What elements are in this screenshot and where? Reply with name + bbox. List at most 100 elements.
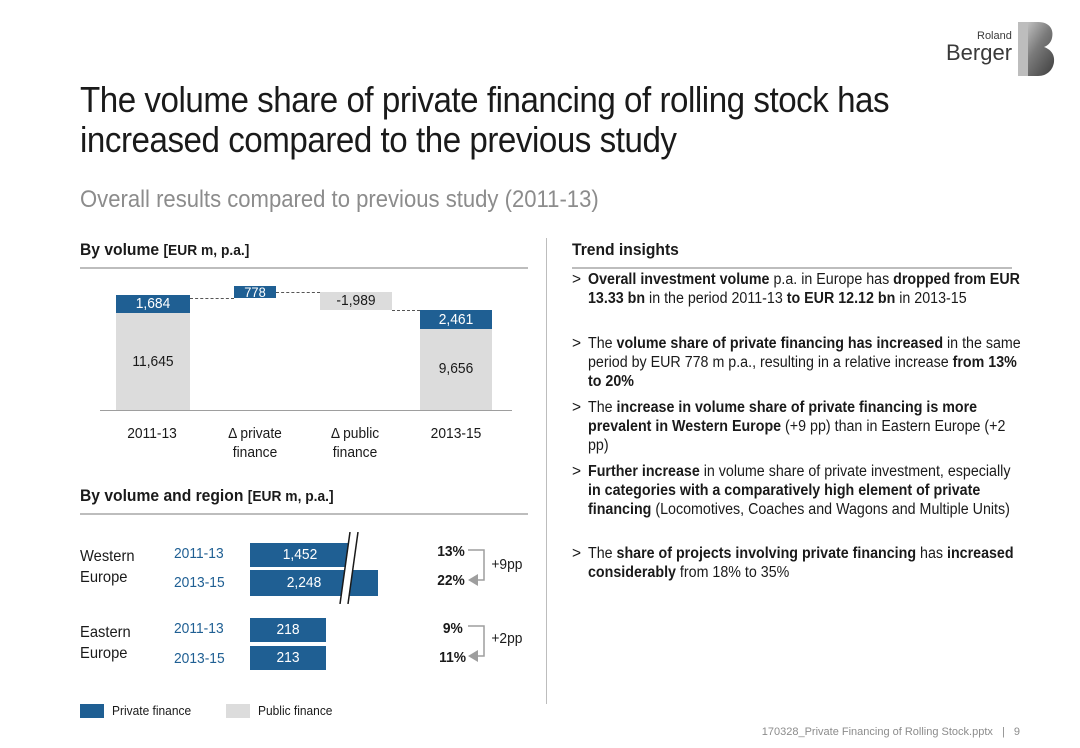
insights-rule bbox=[572, 267, 1012, 269]
insight-text-run: in volume share of private investment, e… bbox=[699, 463, 1011, 480]
insights-heading: Trend insights bbox=[572, 240, 679, 259]
label-delta-public: -1,989 bbox=[336, 292, 376, 309]
share-west-2015: 22% bbox=[437, 572, 465, 589]
insight-text: The increase in volume share of private … bbox=[588, 398, 1025, 455]
insight-text-run: increased considerably bbox=[588, 545, 1014, 581]
insight-text-run: in the same period by EUR 778 m p.a., re… bbox=[588, 335, 1021, 371]
tick-delta-private: Δ private finance bbox=[214, 424, 297, 462]
insight-text-run: The bbox=[588, 335, 617, 352]
insight-text: The share of projects involving private … bbox=[588, 544, 1025, 582]
volume-section-rule bbox=[80, 267, 528, 269]
insight-item: > Further increase in volume share of pri… bbox=[572, 462, 1012, 519]
share-west-2011: 13% bbox=[437, 543, 465, 560]
bullet-marker: > bbox=[572, 545, 582, 562]
tick-2011: 2011-13 bbox=[127, 425, 177, 442]
connector-2 bbox=[276, 292, 320, 293]
year-east-2015: 2013-15 bbox=[174, 650, 225, 667]
label-west-2011: 1,452 bbox=[282, 546, 318, 563]
tick-delta-private-l2: finance bbox=[232, 444, 278, 461]
insight-text-run: dropped from EUR 13.33 bn bbox=[588, 271, 1020, 307]
bar-2011-private bbox=[116, 295, 190, 313]
year-west-2015: 2013-15 bbox=[174, 574, 225, 591]
insight-text-run: in 2013-15 bbox=[895, 290, 967, 307]
insight-item: > The share of projects involving private… bbox=[572, 544, 1014, 582]
share-east-2015: 11% bbox=[439, 649, 467, 666]
volume-section-unit: [EUR m, p.a.] bbox=[163, 242, 250, 259]
insight-text-run: increase in volume share of private fina… bbox=[588, 399, 978, 435]
bullet-marker: > bbox=[572, 335, 582, 352]
region-section-heading: By volume and region [EUR m, p.a.] bbox=[80, 486, 334, 506]
insight-text-run: The bbox=[588, 399, 617, 416]
insight-text-run: Overall investment volume bbox=[588, 271, 770, 288]
volume-section-label: By volume bbox=[80, 240, 160, 259]
connector-3 bbox=[392, 310, 420, 311]
region-west-l1: Western bbox=[80, 548, 135, 565]
tick-delta-public-l1: Δ public bbox=[330, 425, 380, 442]
label-2011-public: 11,645 bbox=[132, 353, 174, 370]
region-east-l2: Europe bbox=[80, 645, 128, 662]
insight-item: > Overall investment volume p.a. in Europ… bbox=[572, 270, 1020, 308]
volume-section-heading: By volume [EUR m, p.a.] bbox=[80, 240, 249, 260]
bullet-marker: > bbox=[572, 399, 582, 416]
bar-delta-public bbox=[320, 292, 392, 310]
insight-text-run: (Locomotives, Coaches and Wagons and Mul… bbox=[651, 501, 1010, 518]
label-delta-private: 778 bbox=[244, 284, 266, 300]
insight-text-run: from 13% to 20% bbox=[588, 354, 1017, 390]
insight-text-run: share of projects involving private fina… bbox=[616, 545, 917, 562]
logo-line2: Berger bbox=[946, 40, 1013, 65]
page-title: The volume share of private financing of… bbox=[80, 79, 890, 160]
insight-text-run: in the period 2011-13 bbox=[645, 290, 787, 307]
connector-1 bbox=[190, 298, 234, 299]
insight-text-run: (+9 pp) than in Eastern Europe (+2 pp) bbox=[588, 418, 1006, 454]
change-east: +2pp bbox=[491, 630, 523, 647]
region-section-label: By volume and region bbox=[80, 486, 244, 505]
bar-delta-private bbox=[234, 286, 276, 298]
footer-page: 9 bbox=[1013, 726, 1020, 738]
page-subtitle: Overall results compared to previous stu… bbox=[80, 186, 599, 213]
bar-east-2015 bbox=[250, 646, 326, 670]
label-east-2011: 218 bbox=[276, 621, 300, 638]
label-east-2015: 213 bbox=[276, 649, 300, 666]
bar-east-2011 bbox=[250, 618, 326, 642]
insight-text-run: The bbox=[588, 545, 617, 562]
bracket-arrow-icon bbox=[468, 549, 485, 586]
region-section-rule bbox=[80, 513, 528, 515]
chart-baseline bbox=[100, 410, 512, 411]
insight-item: > The increase in volume share of private… bbox=[572, 398, 1012, 455]
region-east: Eastern Europe bbox=[80, 622, 131, 664]
footer-separator: | bbox=[1001, 726, 1005, 738]
insight-text-run: from 18% to 35% bbox=[675, 564, 790, 581]
bracket-arrow-icon bbox=[468, 625, 485, 662]
legend-private-swatch bbox=[80, 704, 104, 718]
footer: 170328_Private Financing of Rolling Stoc… bbox=[762, 726, 1020, 738]
bullet-marker: > bbox=[572, 271, 582, 288]
year-west-2011: 2011-13 bbox=[174, 545, 224, 562]
label-2015-public: 9,656 bbox=[438, 360, 474, 377]
region-section-unit: [EUR m, p.a.] bbox=[247, 488, 334, 505]
bullet-marker: > bbox=[572, 463, 582, 480]
tick-2015: 2013-15 bbox=[430, 425, 482, 442]
insight-text-run: in categories with a comparatively high … bbox=[588, 482, 981, 518]
legend-public-label: Public finance bbox=[258, 703, 333, 718]
bar-2015-private bbox=[420, 310, 492, 329]
label-west-2015: 2,248 bbox=[286, 574, 322, 591]
legend-private-label: Private finance bbox=[112, 703, 192, 718]
axis-break-icon bbox=[339, 532, 359, 604]
column-divider bbox=[546, 238, 547, 704]
insight-text: Further increase in volume share of priv… bbox=[588, 462, 1025, 519]
tick-delta-public-l2: finance bbox=[332, 444, 378, 461]
insight-item: > The volume share of private financing h… bbox=[572, 334, 1021, 391]
bar-west-2011 bbox=[250, 543, 354, 567]
footer-file: 170328_Private Financing of Rolling Stoc… bbox=[761, 726, 993, 738]
insight-text-run: has bbox=[916, 545, 947, 562]
bar-2015-public bbox=[420, 329, 492, 410]
label-2015-private: 2,461 bbox=[438, 311, 474, 328]
insight-text-run: to EUR 12.12 bn bbox=[786, 290, 896, 307]
logo-mark-icon bbox=[1018, 22, 1055, 76]
insight-text-run: p.a. in Europe has bbox=[769, 271, 894, 288]
region-east-l1: Eastern bbox=[80, 624, 131, 641]
tick-delta-public: Δ public finance bbox=[314, 424, 397, 462]
insight-text-run: Further increase bbox=[588, 463, 700, 480]
label-2011-private: 1,684 bbox=[135, 295, 171, 312]
logo-line1: Roland bbox=[977, 30, 1012, 42]
